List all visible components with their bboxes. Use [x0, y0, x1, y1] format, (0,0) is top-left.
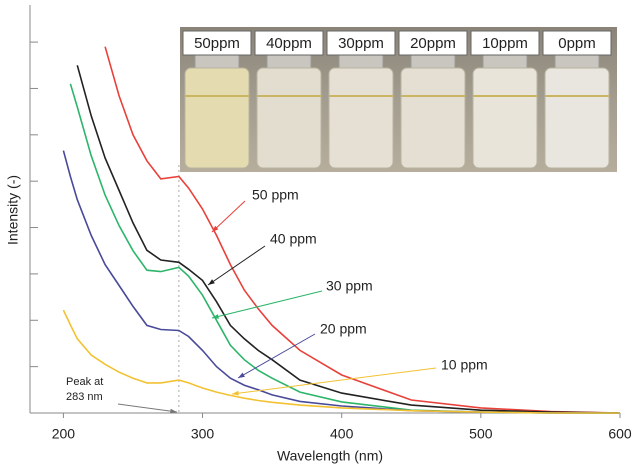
inset-label-box	[398, 30, 468, 56]
series-line	[62, 150, 620, 414]
arrow	[211, 200, 246, 233]
arrow-head	[232, 390, 239, 396]
arrow	[231, 367, 437, 395]
inset-label: 50ppm	[194, 35, 240, 52]
bottle	[544, 67, 610, 169]
arrow	[117, 403, 177, 413]
bottle	[184, 67, 250, 169]
series-label: 10 ppm	[441, 357, 488, 373]
arrow-head	[170, 408, 177, 414]
y-axis-label: Intensity (-)	[5, 175, 21, 245]
series-line	[62, 309, 620, 414]
x-tick-label: 600	[608, 426, 632, 442]
arrow	[237, 333, 316, 379]
bottle	[400, 67, 466, 169]
inset-label-box	[326, 30, 396, 56]
inset-label-box	[182, 30, 252, 56]
x-tick-label: 300	[191, 426, 215, 442]
x-tick-label: 200	[52, 426, 76, 442]
bottle	[256, 67, 322, 169]
inset-label-box	[470, 30, 540, 56]
series-label: 40 ppm	[270, 231, 317, 247]
series-line	[104, 46, 621, 414]
bottle	[472, 67, 538, 169]
inset-label: 20ppm	[410, 35, 456, 52]
inset-label-box	[542, 30, 612, 56]
series-line	[69, 83, 620, 414]
arrow	[211, 290, 323, 319]
arrow-head	[208, 279, 215, 285]
peak-annotation: Peak at	[66, 376, 103, 388]
series-label: 50 ppm	[252, 187, 299, 203]
inset-label: 0ppm	[558, 35, 596, 52]
bottle-neck	[410, 54, 456, 70]
x-axis-label: Wavelength (nm)	[277, 448, 383, 464]
bottle-neck	[266, 54, 312, 70]
arrow-head	[212, 314, 219, 319]
x-tick-label: 500	[469, 426, 493, 442]
series-line	[76, 65, 621, 414]
inset-label-box	[254, 30, 324, 56]
bottle-neck	[194, 54, 240, 70]
bottle-neck	[338, 54, 384, 70]
arrow	[207, 245, 266, 286]
series-label: 20 ppm	[320, 321, 367, 337]
inset-label: 40ppm	[266, 35, 312, 52]
bottle	[328, 67, 394, 169]
inset-label: 30ppm	[338, 35, 384, 52]
arrow-head	[212, 225, 219, 232]
peak-annotation: 283 nm	[66, 391, 103, 403]
arrow-head	[238, 372, 245, 378]
bottle-neck	[554, 54, 600, 70]
inset-label: 10ppm	[482, 35, 528, 52]
series-label: 30 ppm	[326, 278, 373, 294]
inset-photo: 50ppm 40ppm 30ppm 20ppm 10ppm 0ppm	[180, 27, 617, 172]
x-tick-label: 400	[330, 426, 354, 442]
bottle-neck	[482, 54, 528, 70]
